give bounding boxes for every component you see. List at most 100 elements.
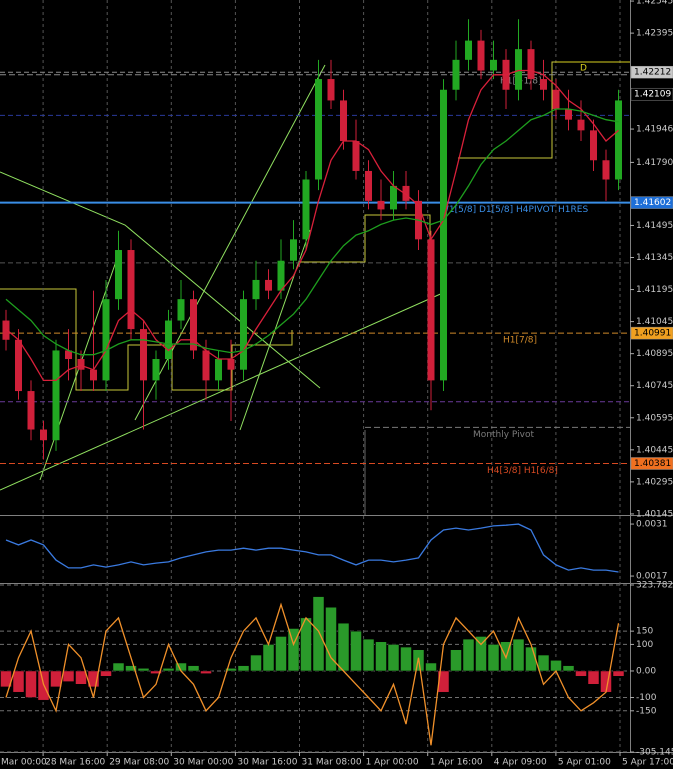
candle-body <box>577 119 585 131</box>
candle-body <box>190 299 197 351</box>
y-tick-label: 1.40595 <box>636 413 673 423</box>
candle-body <box>227 359 235 370</box>
indicator-overlays <box>0 61 630 515</box>
histogram-bar <box>100 670 112 677</box>
candle-body <box>527 49 535 80</box>
histogram-bar <box>562 665 575 672</box>
level-label: Monthly Pivot <box>473 430 534 440</box>
price-box <box>630 87 673 101</box>
histogram-bar <box>187 665 200 672</box>
histogram-bar <box>450 649 462 672</box>
candle-body <box>552 89 560 109</box>
price-box-label: 1.41602 <box>634 198 671 208</box>
candle-body <box>290 239 297 261</box>
y-tick-label: 1.40445 <box>636 445 673 455</box>
candle-body <box>440 89 447 381</box>
candle-body <box>152 359 160 381</box>
histogram-bar <box>612 670 625 677</box>
candle-body <box>540 79 547 90</box>
candle-body <box>215 359 222 381</box>
x-tick-label: 5 Apr 17:00 <box>622 758 673 768</box>
candle-body <box>377 200 385 210</box>
x-tick-label: 31 Mar 08:00 <box>302 758 362 768</box>
x-tick-label: 4 Apr 09:00 <box>494 758 547 768</box>
y-tick-label: 0.0031 <box>636 520 668 530</box>
trend-line <box>0 291 446 491</box>
x-tick-label: 5 Apr 01:00 <box>558 758 611 768</box>
candle-body <box>102 299 110 381</box>
histogram-bar <box>575 670 587 677</box>
price-box <box>630 65 673 79</box>
histogram-bar <box>512 638 525 672</box>
y-tick-label: 0.0017 <box>636 572 668 582</box>
candle-body <box>2 320 10 340</box>
candle-body <box>565 108 572 120</box>
candle-body <box>202 350 210 381</box>
histogram-bar <box>462 638 475 672</box>
histogram-bar <box>250 654 262 672</box>
price-box-label: 1.40991 <box>634 329 671 339</box>
indicator-line <box>5 69 619 382</box>
candle-body <box>77 359 85 370</box>
histogram-bar <box>587 670 600 685</box>
candle-body <box>365 170 372 201</box>
candle-body <box>15 339 22 392</box>
candle-body <box>490 59 497 71</box>
histogram-bar <box>400 646 412 672</box>
candle-body <box>477 40 485 71</box>
candle-body <box>390 185 397 210</box>
candle-body <box>427 239 435 381</box>
candle-body <box>315 79 322 180</box>
candle-body <box>115 250 122 300</box>
y-tick-label: -150 <box>636 706 657 716</box>
histogram-bar <box>150 670 162 674</box>
x-tick-label: 1 Apr 00:00 <box>366 758 419 768</box>
x-tick-label: 29 Mar 08:00 <box>109 758 169 768</box>
price-box <box>630 457 673 470</box>
price-box-label: 1.42109 <box>634 90 671 100</box>
y-tick-label: 1.41195 <box>636 285 673 295</box>
x-tick-label: Mar 00:00 <box>1 758 47 768</box>
candle-body <box>277 260 285 291</box>
histogram-bar <box>287 628 300 672</box>
candle-body <box>402 185 410 201</box>
y-tick-label: 323.7828 <box>636 581 673 591</box>
histogram-bar <box>275 636 287 672</box>
candle-body <box>40 429 47 441</box>
histogram-bar <box>550 660 562 672</box>
candle-body <box>602 160 610 180</box>
candle-body <box>252 279 260 300</box>
x-tick-label: 30 Mar 16:00 <box>237 758 297 768</box>
price-box-label: 1.40381 <box>634 459 671 469</box>
histogram-bar <box>112 662 125 672</box>
histogram-bar <box>325 606 337 672</box>
histogram-bar <box>487 644 500 672</box>
x-tick-label: 28 Mar 16:00 <box>45 758 105 768</box>
candle-body <box>265 279 272 291</box>
level-label: H4[3/8] H1[6/8] <box>487 466 558 476</box>
candle-body <box>615 100 622 180</box>
histogram-bar <box>25 670 37 698</box>
candle-body <box>340 100 347 142</box>
histogram-bar <box>162 668 175 672</box>
level-label: W1[5/8] D1[5/8] H4PIVOT H1RES <box>440 205 588 215</box>
indicator-line <box>5 108 619 356</box>
candle-body <box>90 369 97 381</box>
trend-line <box>134 64 326 421</box>
histogram-bar <box>125 665 137 672</box>
indicator-line <box>5 523 619 573</box>
x-tick-label: 1 Apr 16:00 <box>430 758 483 768</box>
y-tick-label: 1.42395 <box>636 29 673 39</box>
candle-body <box>352 141 360 171</box>
y-tick-label: 1.41495 <box>636 221 673 231</box>
histogram-bar <box>525 646 537 672</box>
y-tick-label: 100 <box>636 640 653 650</box>
candle-body <box>240 299 247 370</box>
y-tick-label: 1.41790 <box>636 158 673 168</box>
price-box <box>630 196 673 209</box>
level-label: D <box>580 63 587 73</box>
histogram-bar <box>425 662 437 672</box>
fractal-steps <box>300 214 431 263</box>
